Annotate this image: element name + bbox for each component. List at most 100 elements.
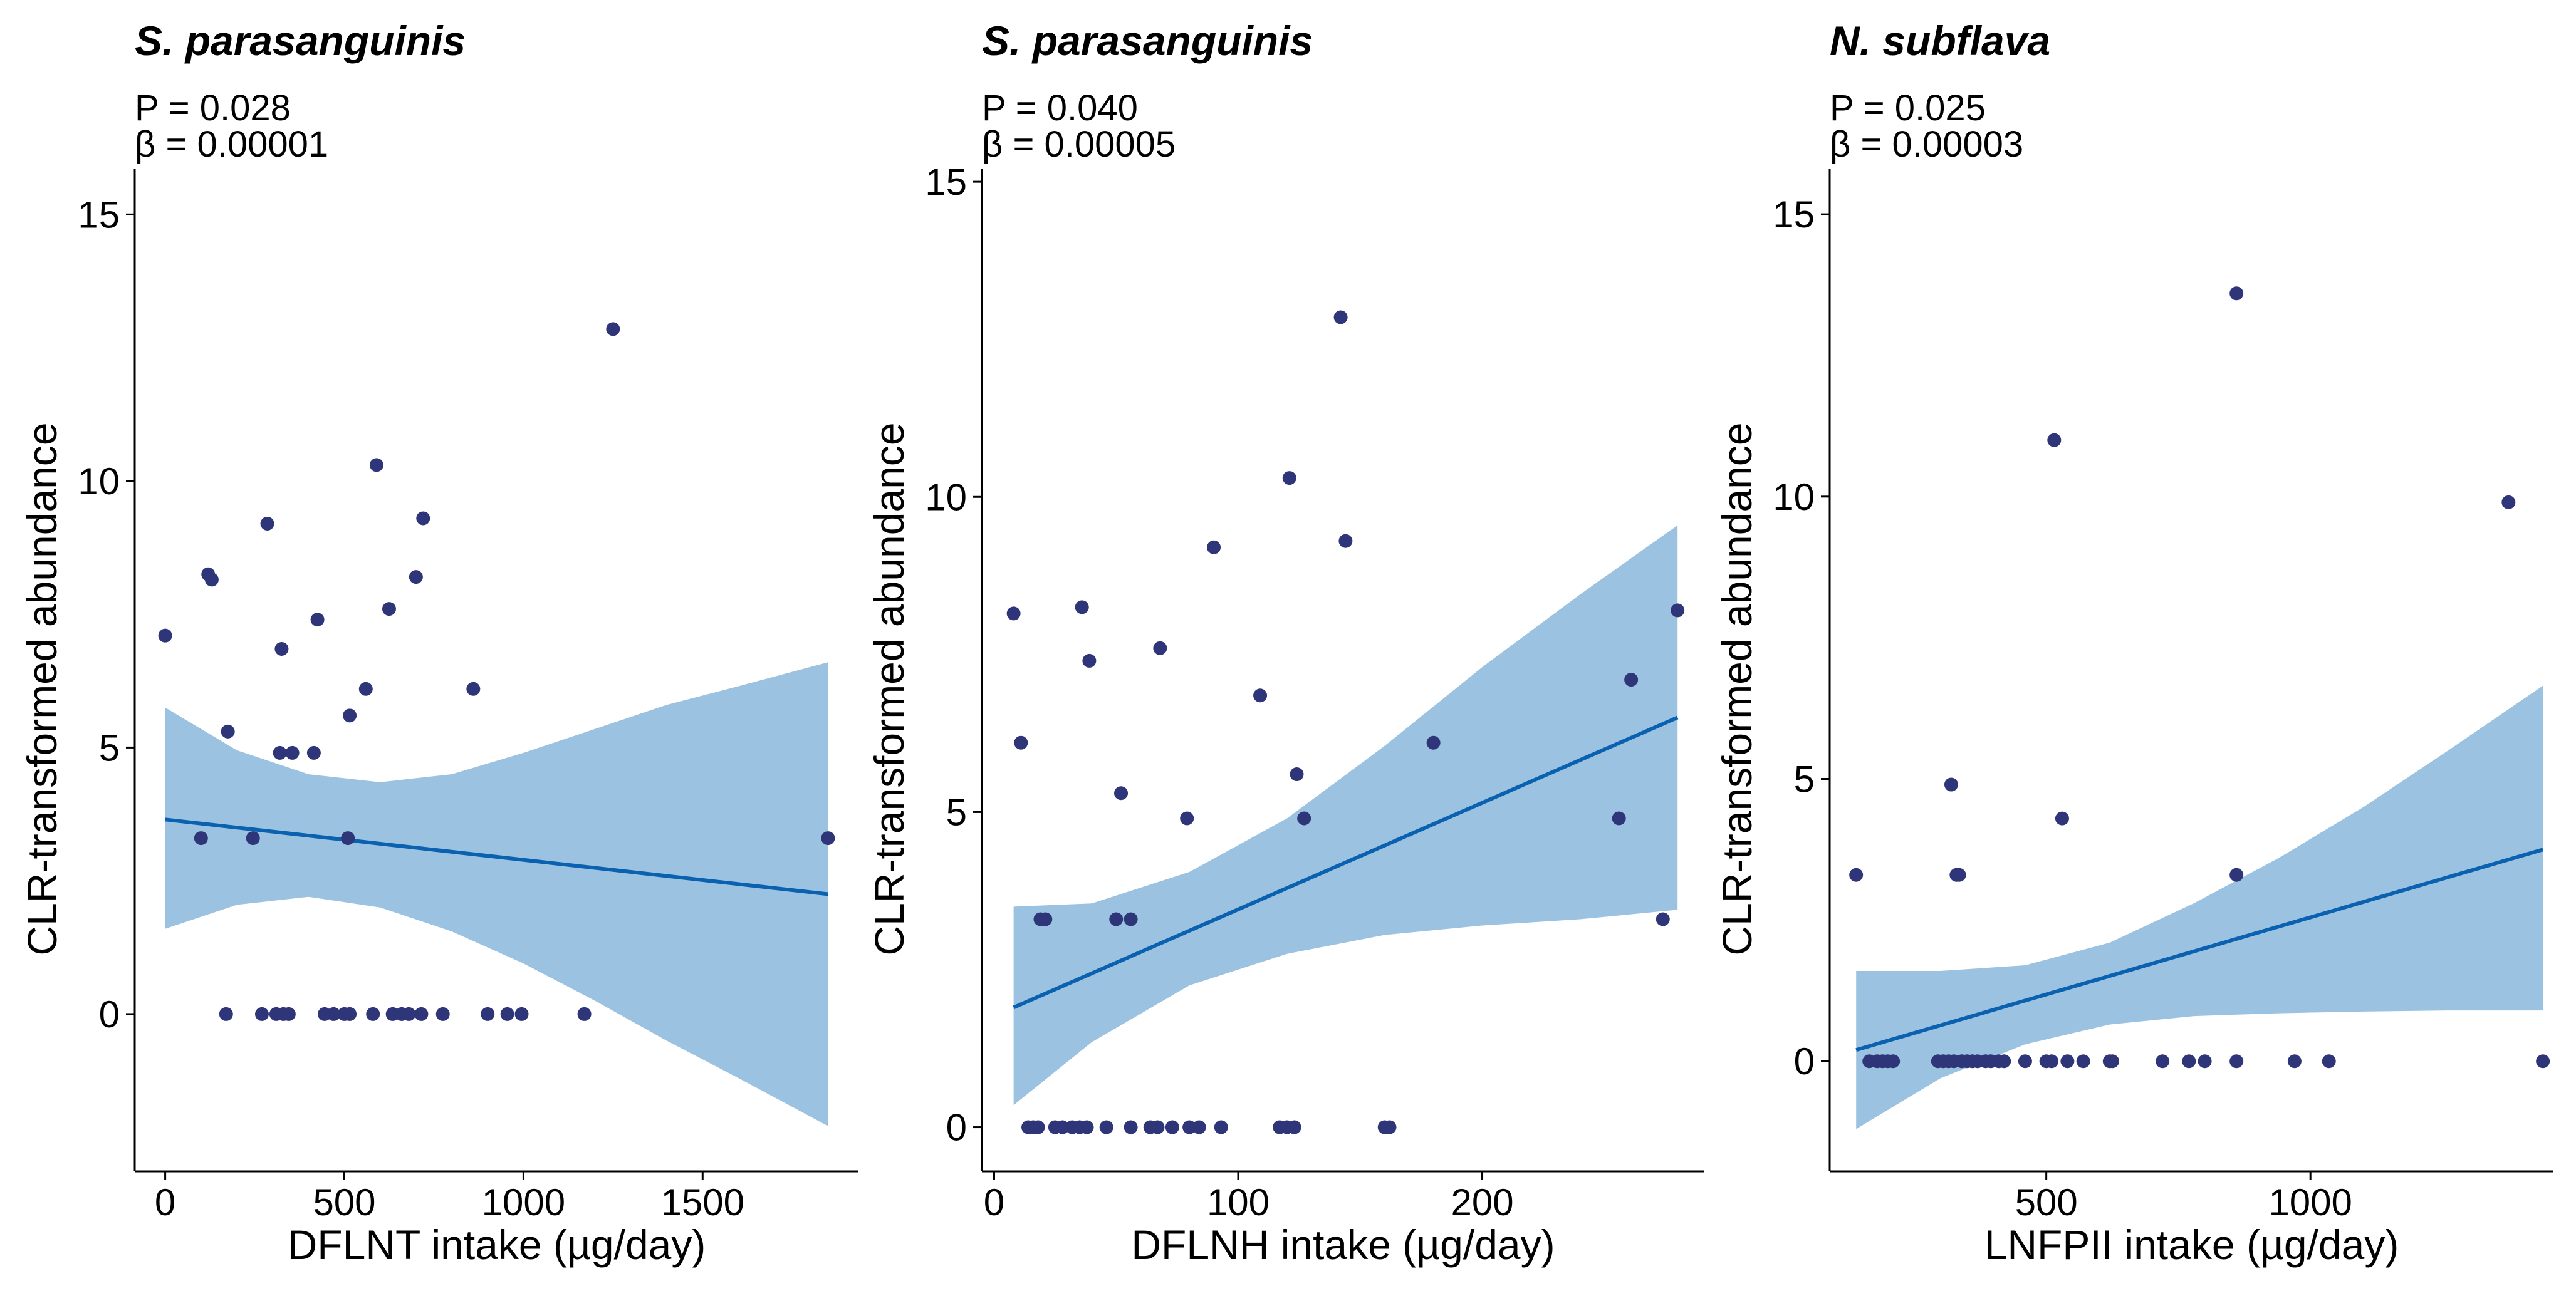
data-point bbox=[1333, 310, 1348, 324]
data-point bbox=[414, 1007, 429, 1021]
p-value-annotation: P = 0.040 bbox=[982, 88, 1138, 128]
data-point bbox=[1338, 534, 1353, 548]
data-point bbox=[2198, 1054, 2212, 1069]
data-point bbox=[366, 1007, 380, 1021]
data-point bbox=[1612, 811, 1626, 826]
x-tick-label: 100 bbox=[1207, 1181, 1270, 1223]
data-point bbox=[281, 1007, 296, 1021]
data-point bbox=[204, 573, 219, 587]
y-tick-label: 10 bbox=[925, 476, 967, 518]
data-point bbox=[1165, 1120, 1179, 1134]
data-point bbox=[2045, 1054, 2059, 1069]
x-tick-label: 0 bbox=[984, 1181, 1004, 1223]
data-point bbox=[1253, 688, 1268, 703]
data-point bbox=[402, 1007, 416, 1021]
data-point bbox=[1656, 912, 1670, 926]
data-point bbox=[1031, 1120, 1045, 1134]
y-axis-label: CLR-transformed abundance bbox=[19, 422, 65, 955]
data-point bbox=[382, 602, 396, 616]
data-point bbox=[1109, 912, 1124, 926]
chart-title: N. subflava bbox=[1830, 18, 2050, 64]
data-point bbox=[466, 682, 481, 696]
data-point bbox=[1099, 1120, 1113, 1134]
data-point bbox=[194, 831, 208, 846]
data-point bbox=[1075, 600, 1089, 614]
confidence-band bbox=[165, 662, 828, 1126]
data-point bbox=[158, 628, 172, 643]
data-point bbox=[1287, 1120, 1301, 1134]
data-point bbox=[1006, 606, 1021, 621]
x-tick-label: 1000 bbox=[2268, 1181, 2352, 1223]
data-point bbox=[2229, 286, 2244, 301]
data-point bbox=[1180, 811, 1194, 826]
y-tick-label: 15 bbox=[1773, 194, 1815, 236]
regression-line bbox=[1855, 848, 2543, 1052]
data-point bbox=[1192, 1120, 1206, 1134]
data-point bbox=[1055, 1120, 1070, 1134]
y-tick-label: 5 bbox=[99, 727, 120, 769]
data-point bbox=[1886, 1054, 1901, 1069]
data-point bbox=[326, 1007, 341, 1021]
data-point bbox=[435, 1007, 450, 1021]
data-point bbox=[1382, 1120, 1397, 1134]
data-point bbox=[2060, 1054, 2075, 1069]
x-tick-label: 200 bbox=[1451, 1181, 1513, 1223]
data-point bbox=[1182, 1120, 1197, 1134]
data-point bbox=[1080, 1120, 1094, 1134]
data-point bbox=[358, 682, 373, 696]
regression-line bbox=[1013, 715, 1679, 1010]
data-point bbox=[1944, 777, 1958, 792]
data-point bbox=[285, 745, 300, 760]
data-point bbox=[1014, 735, 1028, 750]
p-value-annotation: P = 0.025 bbox=[1830, 88, 1986, 128]
data-point bbox=[2229, 868, 2244, 882]
x-axis-label: DFLNH intake (µg/day) bbox=[1131, 1221, 1555, 1268]
x-axis-label: DFLNT intake (µg/day) bbox=[288, 1221, 706, 1268]
data-point bbox=[416, 511, 430, 526]
data-point bbox=[514, 1007, 529, 1021]
data-point bbox=[1849, 868, 1864, 882]
data-point bbox=[343, 708, 357, 723]
y-tick-label: 15 bbox=[925, 161, 967, 203]
data-point bbox=[2229, 1054, 2244, 1069]
data-point bbox=[310, 613, 325, 627]
x-tick-label: 1500 bbox=[661, 1181, 744, 1223]
data-point bbox=[2501, 495, 2516, 509]
y-tick-label: 0 bbox=[1794, 1040, 1815, 1082]
data-point bbox=[1297, 811, 1311, 826]
confidence-band bbox=[1856, 685, 2543, 1129]
data-point bbox=[2322, 1054, 2336, 1069]
data-point bbox=[343, 1007, 357, 1021]
data-point bbox=[1082, 653, 1097, 668]
chart-title: S. parasanguinis bbox=[135, 18, 466, 64]
y-tick-label: 5 bbox=[1794, 759, 1815, 801]
data-point bbox=[254, 1007, 269, 1021]
data-point bbox=[1214, 1120, 1228, 1134]
x-tick-label: 0 bbox=[155, 1181, 175, 1223]
confidence-band bbox=[1013, 525, 1678, 1106]
data-point bbox=[1624, 673, 1639, 687]
data-point bbox=[2018, 1054, 2032, 1069]
data-point bbox=[606, 322, 620, 336]
data-point bbox=[577, 1007, 592, 1021]
data-point bbox=[1124, 1120, 1138, 1134]
y-tick-label: 0 bbox=[99, 993, 120, 1035]
data-point bbox=[246, 831, 260, 846]
data-point bbox=[1207, 540, 1221, 554]
regression-line bbox=[165, 817, 828, 896]
data-point bbox=[1153, 641, 1167, 655]
data-point bbox=[409, 570, 423, 584]
data-point bbox=[500, 1007, 514, 1021]
y-tick-label: 0 bbox=[946, 1107, 967, 1149]
data-point bbox=[2076, 1054, 2090, 1069]
data-point bbox=[273, 745, 287, 760]
data-point bbox=[481, 1007, 495, 1021]
y-tick-label: 10 bbox=[78, 460, 120, 502]
data-point bbox=[1150, 1120, 1165, 1134]
data-point bbox=[369, 458, 383, 472]
